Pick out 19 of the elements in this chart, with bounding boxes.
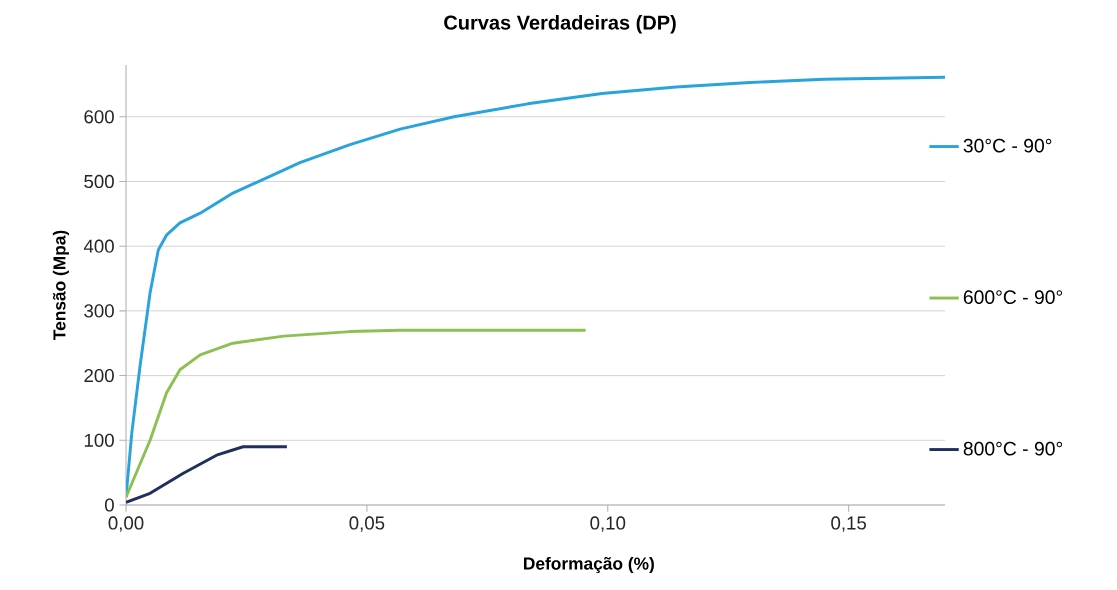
x-tick-label: 0,05 bbox=[349, 516, 385, 532]
line-series bbox=[126, 445, 289, 504]
legend-label: 600°C - 90° bbox=[963, 290, 1063, 304]
chart-title: Curvas Verdadeiras (DP) bbox=[444, 14, 676, 34]
y-tick-label: 600 bbox=[84, 110, 114, 124]
legend-label: 30°C - 90° bbox=[963, 138, 1052, 153]
y-tick-label: 0 bbox=[104, 498, 114, 512]
x-axis-title: Deformação (%) bbox=[524, 556, 654, 574]
line-series bbox=[126, 328, 588, 499]
legend-label: 800°C - 90° bbox=[963, 441, 1063, 456]
y-tick-label: 500 bbox=[84, 174, 114, 189]
y-tick-label: 300 bbox=[84, 304, 114, 318]
x-tick-label: 0,00 bbox=[108, 516, 144, 532]
x-tick-label: 0,15 bbox=[831, 516, 867, 532]
y-tick-label: 100 bbox=[84, 433, 114, 447]
y-tick-label: 400 bbox=[83, 239, 114, 253]
x-tick-label: 0,10 bbox=[590, 516, 626, 532]
y-axis-title: Tensão (Mpa) bbox=[52, 230, 69, 341]
y-tick-label: 200 bbox=[84, 368, 114, 383]
